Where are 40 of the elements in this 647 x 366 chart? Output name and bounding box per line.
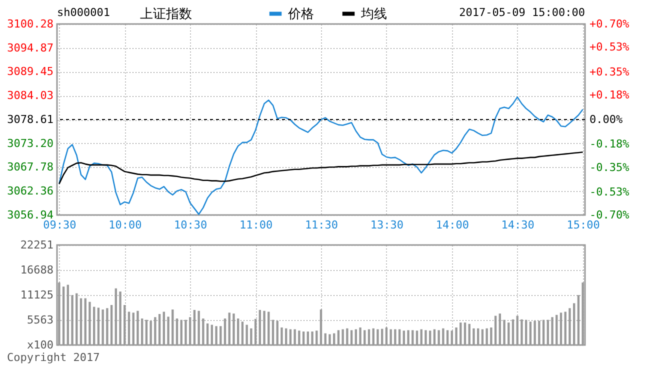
y2-tick-label: 0.00% (590, 113, 623, 126)
y-tick-label: 22251 (20, 238, 54, 252)
y2-tick-label: -0.35% (590, 160, 630, 174)
y2-tick-label: -0.18% (590, 138, 630, 151)
y-tick-label: 3056.94 (7, 208, 54, 222)
line-series (58, 152, 584, 185)
x-tick-label: 11:30 (304, 218, 338, 232)
y-tick-label: 3067.78 (7, 160, 54, 174)
y-tick-label: 3100.28 (7, 18, 54, 30)
y-tick-label: 3073.20 (7, 136, 54, 150)
y2-tick-label: -0.70% (590, 208, 630, 222)
x-tick-label: 10:30 (174, 218, 208, 232)
y2-tick-label: +0.35% (590, 65, 630, 78)
x-tick-label: 13:30 (370, 218, 404, 232)
x-tick-label: 09:30 (43, 218, 76, 232)
y2-tick-label: -0.53% (590, 185, 630, 198)
y2-tick-label: +0.53% (590, 40, 630, 54)
y-tick-label: 11125 (20, 288, 54, 302)
y-tick-label: 3094.87 (7, 41, 54, 54)
y-tick-label: 5563 (27, 314, 54, 326)
x-tick-label: 10:00 (108, 218, 142, 232)
text: 2017-05-09 15:00:00 (459, 6, 585, 19)
y-tick-label: 3084.03 (7, 89, 54, 102)
line-series (58, 96, 584, 215)
y-tick-label: 3062.36 (7, 184, 54, 198)
y-tick-label: 16688 (20, 264, 54, 276)
y2-tick-label: +0.18% (590, 88, 630, 102)
chart-subtitle: sh000001 (57, 6, 110, 19)
y-tick-label: x100 (27, 338, 54, 352)
y2-tick-label: +0.70% (590, 18, 630, 30)
x-tick-label: 11:00 (239, 218, 273, 232)
x-tick-label: 14:30 (501, 218, 534, 232)
x-tick-label: 14:00 (436, 218, 469, 232)
legend-label: 均线 (360, 6, 387, 22)
x-tick-label: 15:00 (566, 218, 600, 232)
text: Copyright 2017 (7, 351, 100, 364)
chart-title: 上证指数 (140, 6, 192, 23)
y-tick-label: 3078.61 (7, 113, 54, 126)
y-tick-label: 3089.45 (7, 65, 54, 78)
legend-label: 价格 (287, 6, 314, 22)
